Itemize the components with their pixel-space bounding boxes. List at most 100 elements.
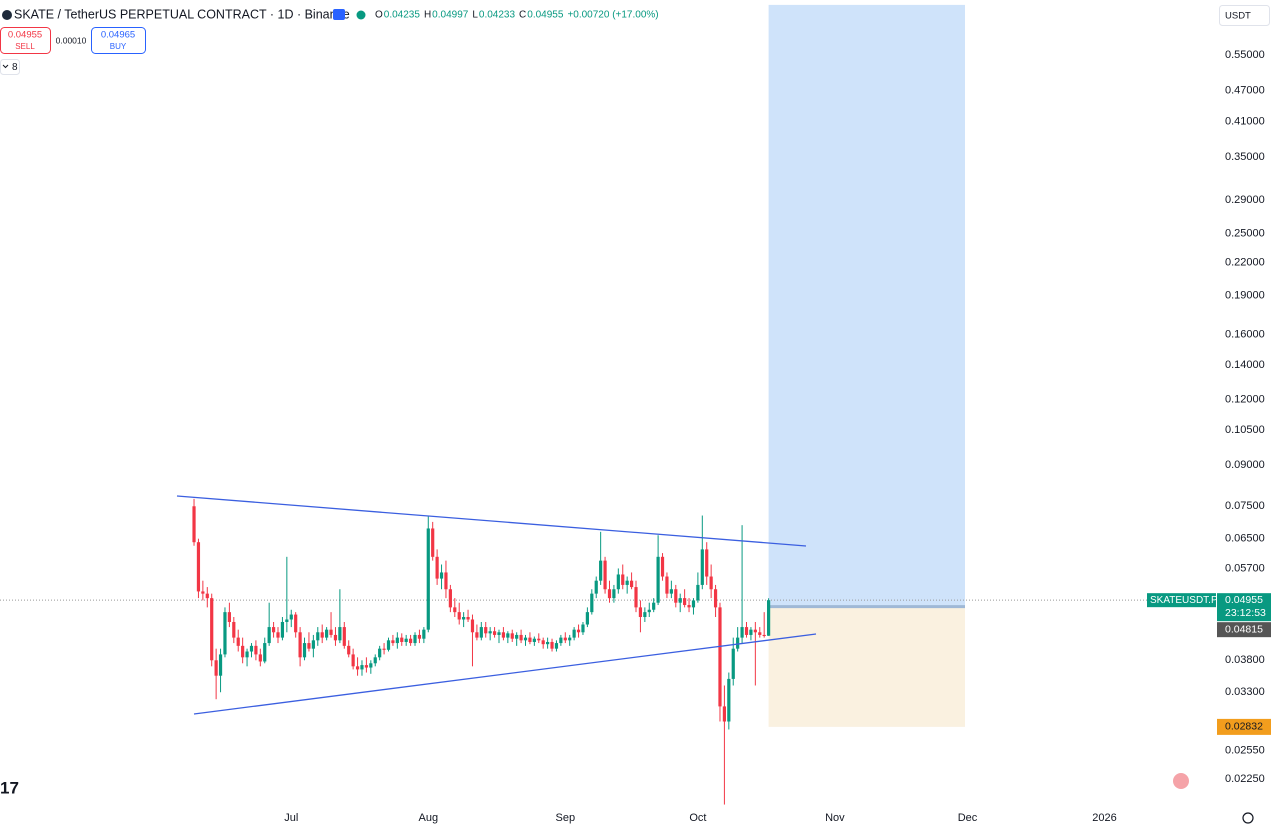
candle-body xyxy=(355,666,360,670)
settings[interactable] xyxy=(1242,812,1254,824)
flag[interactable] xyxy=(333,9,345,20)
x-tick-label: Oct xyxy=(689,812,706,824)
indicator-count: 8 xyxy=(12,62,18,73)
buy-label: BUY xyxy=(110,42,127,51)
candle-body xyxy=(709,576,713,590)
title[interactable]: SKATE / TetherUS PERPETUAL CONTRACT · 1D… xyxy=(14,7,350,21)
candle-body xyxy=(691,600,696,608)
countdown: 23:12:53 xyxy=(1225,607,1266,619)
candle-body xyxy=(753,629,757,633)
candle-body xyxy=(528,637,532,642)
ohlc-key: L xyxy=(472,10,478,21)
y-tick-label: 0.47000 xyxy=(1225,84,1265,96)
candle-body xyxy=(364,665,369,668)
x-tick-label: Jul xyxy=(284,812,298,824)
candle-body xyxy=(369,663,373,668)
candle-body xyxy=(643,612,647,618)
candle-body xyxy=(501,632,506,638)
candle-body xyxy=(413,634,417,644)
candle-body xyxy=(629,580,634,588)
y-tick-label: 0.02250 xyxy=(1225,773,1265,785)
candle-body xyxy=(479,627,483,638)
candle-body xyxy=(749,629,753,635)
target-zone xyxy=(768,4,965,607)
candle-body xyxy=(700,549,704,585)
last-price-tag xyxy=(1217,593,1271,622)
candle-body xyxy=(696,584,700,601)
candle-body xyxy=(541,640,545,645)
stop-zone xyxy=(768,606,965,727)
candle-body xyxy=(342,627,346,646)
candle-body xyxy=(267,627,271,644)
y-tick-label: 0.16000 xyxy=(1225,329,1265,341)
candle-body xyxy=(245,651,249,658)
candle-body xyxy=(329,629,333,635)
candle-body xyxy=(205,593,209,599)
buy-button[interactable] xyxy=(91,27,146,54)
candle-body xyxy=(475,632,479,638)
candle-body xyxy=(386,640,391,650)
x-tick-label: Aug xyxy=(418,812,438,824)
buy-price: 0.04965 xyxy=(101,30,135,41)
candle-body xyxy=(241,645,245,658)
candle-body xyxy=(382,648,386,650)
sell-label: SELL xyxy=(15,42,35,51)
candle-body xyxy=(196,542,201,592)
status xyxy=(356,10,366,20)
candle-body xyxy=(457,612,461,620)
logo[interactable]: 17 xyxy=(0,778,19,797)
ohlc-value: 0.04997 xyxy=(432,10,469,21)
candle-body xyxy=(289,614,293,620)
candle-body xyxy=(258,654,262,662)
ohlc-value: 0.04233 xyxy=(479,10,516,21)
indicators-toggle[interactable] xyxy=(0,59,20,75)
candle-body xyxy=(360,665,364,670)
candle-body xyxy=(546,641,550,645)
currency-button[interactable] xyxy=(1219,5,1270,26)
y-tick-label: 0.07500 xyxy=(1225,500,1265,512)
y-tick-label: 0.02550 xyxy=(1225,745,1265,757)
symbol-tag xyxy=(1147,593,1216,608)
y-tick-label: 0.05700 xyxy=(1225,562,1265,574)
candle-body xyxy=(607,589,612,599)
y-tick-label: 0.55000 xyxy=(1225,49,1265,61)
trend-line xyxy=(176,495,807,547)
candle-body xyxy=(378,648,382,658)
candle-body xyxy=(210,598,214,661)
sell-button[interactable] xyxy=(0,27,51,54)
change: +0.00720 (+17.00%) xyxy=(567,10,658,21)
candle-body xyxy=(192,506,196,543)
candle-body xyxy=(616,574,620,590)
candle-body xyxy=(285,619,289,622)
y-tick-label: 0.22000 xyxy=(1225,256,1265,268)
candle-body xyxy=(417,634,422,639)
candle-body xyxy=(687,605,691,608)
ohlc-value: 0.04955 xyxy=(527,10,564,21)
candle-body xyxy=(568,637,572,641)
candle-body xyxy=(634,587,638,608)
candle-body xyxy=(484,627,488,634)
price-labels: 0.55000 0.47000 0.41000 0.35000 0.29000 0.250… xyxy=(284,49,1271,824)
candle-body xyxy=(537,638,541,641)
alert-dot[interactable] xyxy=(1173,773,1189,789)
ohlc-key: C xyxy=(519,10,526,21)
spread: 0.00010 xyxy=(56,35,87,45)
trend-line xyxy=(193,633,817,715)
entry-tag xyxy=(1217,622,1271,638)
candle-body xyxy=(347,645,351,655)
candle-body xyxy=(351,654,355,667)
candle-body xyxy=(559,637,563,644)
ohlc: O 0.04235 H 0.04997 L 0.04233 C 0.04955 xyxy=(375,10,564,21)
candle-body xyxy=(758,632,762,635)
currency: USDT xyxy=(1225,11,1251,22)
candle-body xyxy=(705,549,709,577)
plot xyxy=(0,4,1215,805)
candle-body xyxy=(744,627,749,635)
x-tick-label: Dec xyxy=(958,812,978,824)
candle-body xyxy=(232,621,236,638)
candle-body xyxy=(404,638,408,642)
candle-body xyxy=(652,602,656,610)
candle-body xyxy=(298,632,302,658)
candle-body xyxy=(656,556,660,603)
candle-body xyxy=(581,624,585,633)
